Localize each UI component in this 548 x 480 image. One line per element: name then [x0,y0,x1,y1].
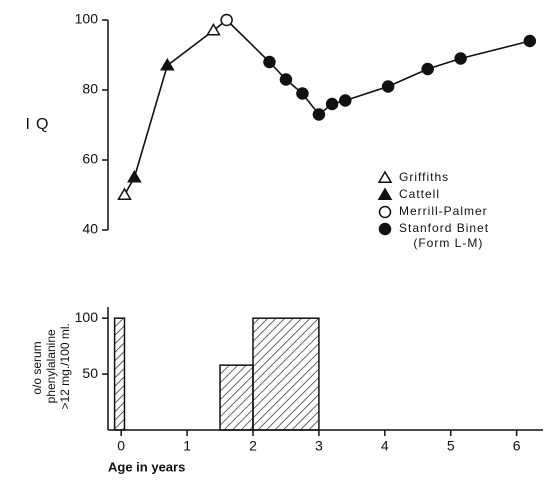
x-tick-label: 0 [117,438,125,454]
y-tick-label: 80 [82,81,98,97]
bar [252,317,320,431]
legend-label: Merrill-Palmer [399,204,488,218]
marker [160,58,175,71]
marker [454,52,467,65]
x-tick-label: 5 [447,438,455,454]
marker [206,23,221,36]
bar [113,317,126,431]
x-axis-label: Age in years [108,459,185,474]
y-axis-label: IQ [26,116,55,133]
marker [312,108,326,121]
marker [127,170,142,183]
legend-label: Griffiths [399,170,449,184]
legend-marker [377,170,393,183]
y-tick-label: 40 [82,221,98,237]
legend-marker [378,205,392,219]
marker [421,62,434,76]
y-tick-label: 100 [75,309,99,325]
marker [263,55,276,69]
y-axis-label: o/o serum phenylalanine >12 mg./100 ml. [30,323,72,413]
marker [339,94,352,107]
y-tick-label: 50 [82,365,98,381]
x-tick-label: 2 [249,438,257,454]
marker [117,187,132,200]
marker [279,73,293,86]
marker [296,87,309,100]
marker [325,97,339,111]
marker [381,80,395,93]
y-tick-label: 100 [75,11,99,27]
legend-marker [377,187,393,200]
x-tick-label: 6 [513,438,521,454]
legend-marker [378,222,392,236]
x-tick-label: 4 [381,438,389,454]
x-tick-label: 1 [183,438,191,454]
bar [219,364,254,431]
y-tick-label: 60 [82,151,98,167]
marker [220,13,233,27]
legend-label: Stanford Binet (Form L-M) [399,221,489,250]
marker [523,34,537,48]
legend-label: Cattell [399,187,440,201]
x-tick-label: 3 [315,438,323,454]
